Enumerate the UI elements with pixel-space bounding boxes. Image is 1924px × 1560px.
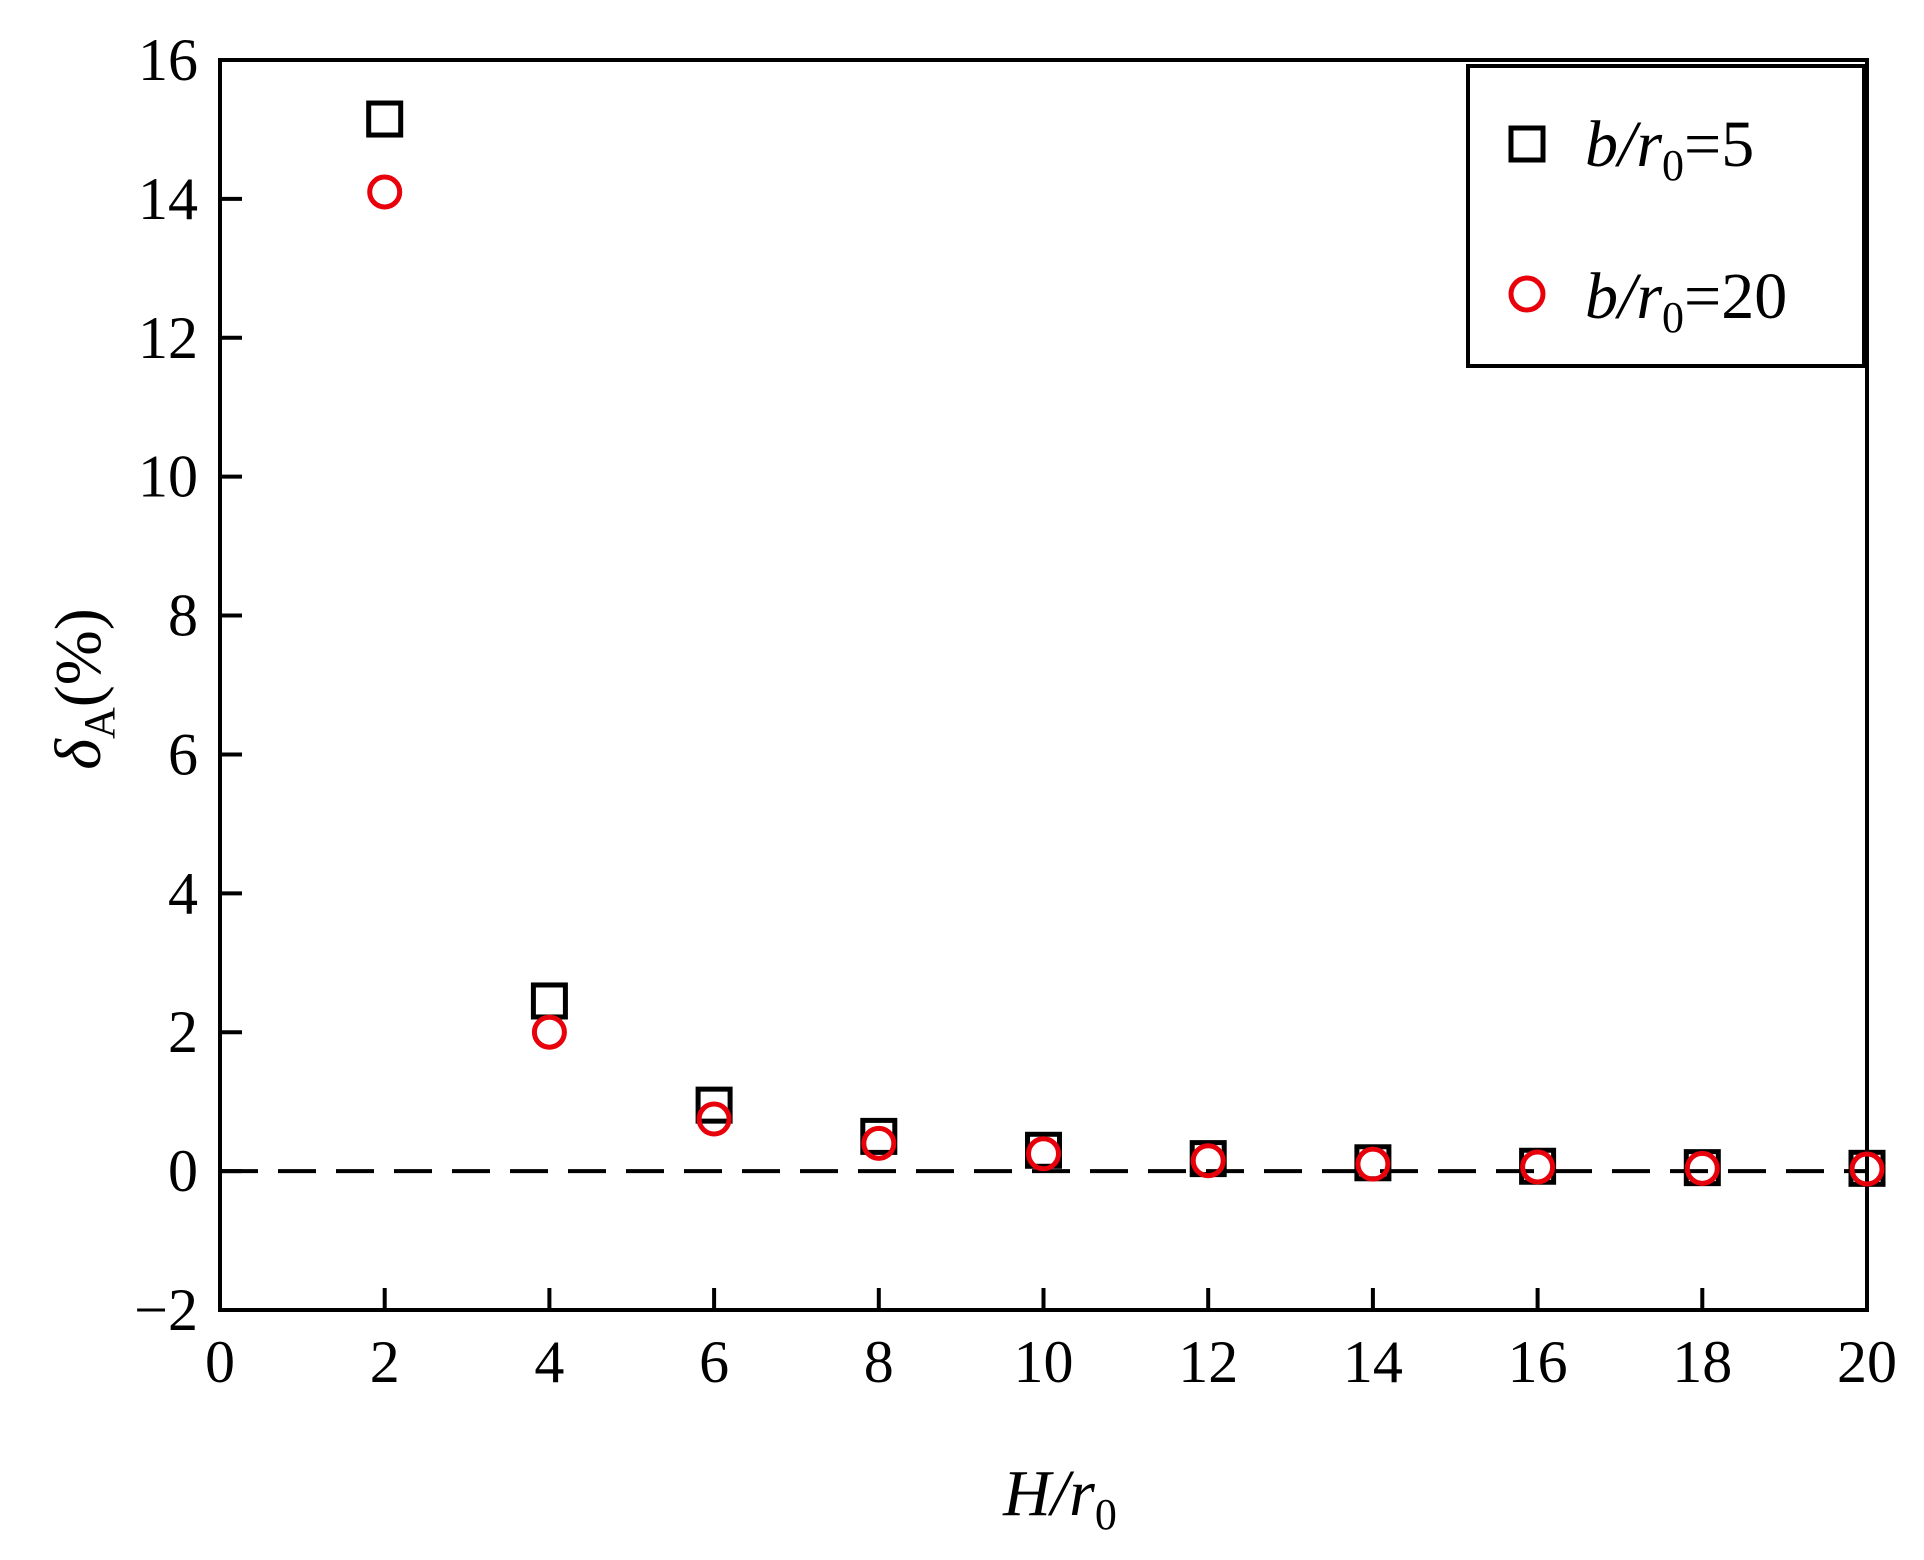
x-tick-label: 18: [1672, 1329, 1732, 1395]
data-point-series-1: [695, 1086, 733, 1124]
data-point-series-2: [1355, 1146, 1391, 1182]
legend-marker-circle: [1508, 275, 1546, 313]
data-point-series-2: [1684, 1150, 1720, 1186]
y-tick-label: −2: [134, 1277, 198, 1343]
data-point-series-1: [366, 100, 404, 138]
legend-marker-square: [1508, 125, 1546, 163]
x-tick-label: 2: [370, 1329, 400, 1395]
x-tick-label: 8: [864, 1329, 894, 1395]
y-tick-label: 4: [168, 860, 198, 926]
legend-label-series-2: b/r0=20: [1585, 260, 1787, 342]
x-tick-label: 4: [534, 1329, 564, 1395]
x-tick-label: 10: [1014, 1329, 1074, 1395]
data-point-series-2: [1190, 1143, 1226, 1179]
data-point-series-1: [530, 982, 568, 1020]
y-tick-label: 12: [138, 305, 198, 371]
data-point-series-2: [1520, 1149, 1556, 1185]
x-tick-label: 6: [699, 1329, 729, 1395]
legend-box: [1466, 64, 1866, 368]
y-tick-label: 10: [138, 444, 198, 510]
legend-label-series-1: b/r0=5: [1585, 108, 1754, 190]
y-axis-label: δA(%): [42, 608, 124, 769]
data-point-series-2: [1849, 1151, 1885, 1187]
x-tick-label: 12: [1178, 1329, 1238, 1395]
data-point-series-2: [1026, 1136, 1061, 1172]
y-tick-label: 14: [138, 166, 198, 232]
data-point-series-2: [531, 1014, 567, 1050]
x-tick-label: 20: [1837, 1329, 1897, 1395]
x-tick-label: 0: [205, 1329, 235, 1395]
y-tick-label: 8: [168, 583, 198, 649]
data-point-series-2: [367, 174, 403, 210]
y-tick-label: 16: [138, 27, 198, 93]
legend: b/r0=5 b/r0=20: [1466, 64, 1866, 368]
y-tick-label: 6: [168, 721, 198, 787]
data-point-series-2: [861, 1125, 897, 1161]
data-point-series-2: [696, 1101, 732, 1137]
y-tick-label: 0: [168, 1138, 198, 1204]
x-tick-label: 14: [1343, 1329, 1403, 1395]
x-axis-label: H/r0: [1002, 1457, 1117, 1539]
x-tick-label: 16: [1508, 1329, 1568, 1395]
y-tick-label: 2: [168, 999, 198, 1065]
data-marks-layer: [366, 100, 1886, 1187]
